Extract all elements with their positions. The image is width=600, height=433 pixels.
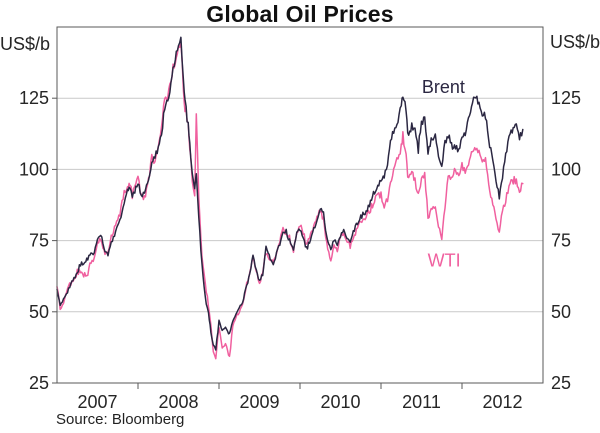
y-tick-label-right: 25 (551, 373, 571, 393)
y-tick-label-right: 50 (551, 302, 571, 322)
y-tick-label-left: 125 (19, 88, 49, 108)
y-tick-label-right: 75 (551, 231, 571, 251)
x-tick-label: 2010 (320, 392, 360, 412)
chart-title: Global Oil Prices (206, 1, 394, 27)
plot-border (56, 26, 544, 384)
y-tick-label-left: 100 (19, 159, 49, 179)
y-tick-label-left: 50 (29, 302, 49, 322)
x-tick-label: 2012 (482, 392, 522, 412)
x-tick-label: 2009 (239, 392, 279, 412)
y-tick-label-left: 75 (29, 231, 49, 251)
y-tick-label-right: 125 (551, 88, 581, 108)
y-axis-unit-left: US$/b (0, 34, 51, 54)
x-tick-label: 2008 (158, 392, 198, 412)
x-tick-label: 2011 (402, 392, 441, 412)
brent-line (56, 36, 524, 351)
source-note: Source: Bloomberg (56, 411, 185, 428)
wti-series-label: WTI (428, 251, 461, 271)
y-tick-label-right: 100 (551, 159, 581, 179)
x-tick-label: 2007 (77, 392, 117, 412)
y-tick-label-left: 25 (29, 373, 49, 393)
brent-series-label: Brent (422, 77, 465, 97)
y-axis-unit-right: US$/b (550, 32, 600, 52)
